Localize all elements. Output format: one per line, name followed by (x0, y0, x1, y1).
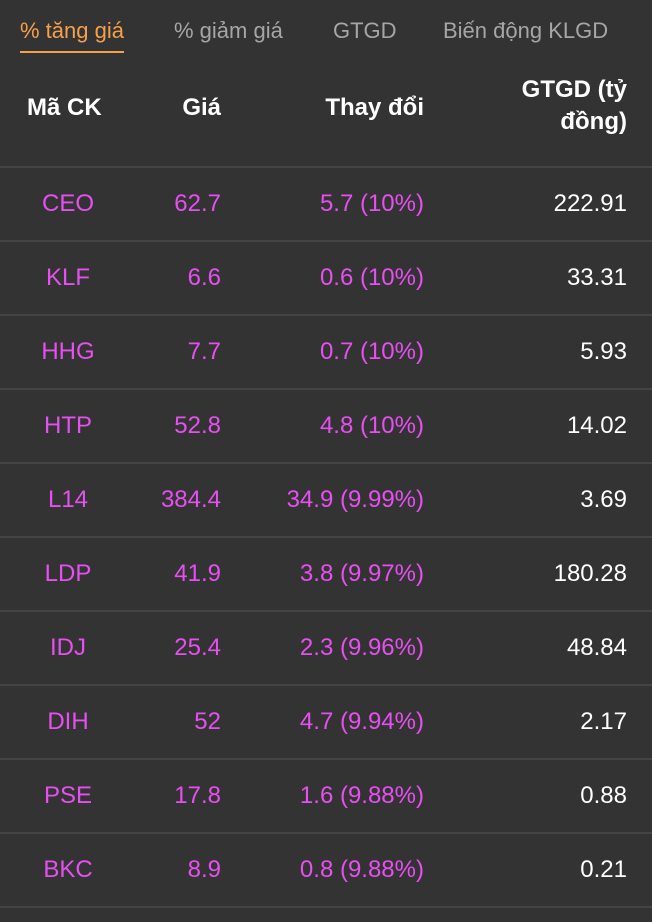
stock-change: 0.6 (10%) (319, 264, 424, 291)
table-row[interactable]: L14 384.4 34.9 (9.99%) 3.69 (0, 464, 652, 538)
stock-price: 41.9 (174, 560, 221, 587)
stock-trading-value: 5.93 (580, 338, 627, 365)
table-row[interactable]: KLF 6.6 0.6 (10%) 33.31 (0, 242, 652, 316)
stock-price: 17.8 (174, 782, 221, 809)
stock-trading-value: 14.02 (566, 412, 627, 439)
stock-trading-value: 0.88 (580, 782, 627, 809)
tab-label: Biến động KLGD (443, 18, 609, 43)
stock-code[interactable]: KLF (45, 264, 90, 291)
stock-trading-value: 3.69 (580, 486, 627, 513)
tab-percent-increase[interactable]: % tăng giá (20, 18, 124, 53)
table-header: Mã CK Giá Thay đổi GTGD (tỷ đồng) (0, 60, 652, 168)
stock-price: 62.7 (174, 190, 221, 217)
header-code: Mã CK (27, 94, 102, 121)
table-row[interactable]: CEO 62.7 5.7 (10%) 222.91 (0, 168, 652, 242)
active-tab-underline (20, 51, 124, 53)
stock-code[interactable]: LDP (44, 560, 92, 587)
stock-code[interactable]: HTP (44, 412, 92, 439)
stock-code[interactable]: PSE (43, 782, 93, 809)
stock-code[interactable]: L14 (47, 486, 89, 513)
tab-label: GTGD (333, 18, 397, 43)
stock-code[interactable]: HHG (41, 338, 95, 365)
stock-trading-value: 0.21 (580, 856, 627, 883)
stock-price: 8.9 (187, 856, 221, 883)
stock-table-body: CEO 62.7 5.7 (10%) 222.91 KLF 6.6 0.6 (1… (0, 168, 652, 908)
tab-trading-value[interactable]: GTGD (333, 18, 397, 44)
stock-trading-value: 222.91 (553, 190, 627, 217)
stock-price: 384.4 (160, 486, 221, 513)
stock-price: 52 (194, 708, 221, 735)
table-row[interactable]: HHG 7.7 0.7 (10%) 5.93 (0, 316, 652, 390)
tab-bar: % tăng giá % giảm giá GTGD Biến động KLG… (0, 0, 652, 60)
stock-code[interactable]: DIH (47, 708, 89, 735)
table-row[interactable]: HTP 52.8 4.8 (10%) 14.02 (0, 390, 652, 464)
tab-label: % tăng giá (20, 18, 124, 43)
tab-percent-decrease[interactable]: % giảm giá (174, 18, 283, 44)
stock-change: 1.6 (9.88%) (299, 782, 424, 809)
stock-change: 0.7 (10%) (319, 338, 424, 365)
stock-change: 3.8 (9.97%) (299, 560, 424, 587)
stock-code[interactable]: IDJ (50, 634, 86, 661)
stock-code[interactable]: CEO (41, 190, 94, 217)
stock-change: 2.3 (9.96%) (299, 634, 424, 661)
stock-change: 5.7 (10%) (319, 190, 424, 217)
stock-change: 34.9 (9.99%) (286, 486, 424, 513)
table-row[interactable]: BKC 8.9 0.8 (9.88%) 0.21 (0, 834, 652, 908)
stock-price: 6.6 (187, 264, 221, 291)
header-price: Giá (182, 94, 221, 121)
stock-trading-value: 2.17 (580, 708, 627, 735)
stock-code[interactable]: BKC (43, 856, 93, 883)
stock-price: 25.4 (174, 634, 221, 661)
stock-trading-value: 48.84 (566, 634, 627, 661)
stock-change: 0.8 (9.88%) (299, 856, 424, 883)
header-trading-value: GTGD (tỷ đồng) (521, 76, 627, 135)
header-change: Thay đổi (325, 94, 424, 121)
tab-volume-change[interactable]: Biến động KLGD (443, 18, 608, 44)
stock-trading-value: 180.28 (553, 560, 627, 587)
stock-change: 4.8 (10%) (319, 412, 424, 439)
table-row[interactable]: IDJ 25.4 2.3 (9.96%) 48.84 (0, 612, 652, 686)
stock-price: 52.8 (174, 412, 221, 439)
table-row[interactable]: DIH 52 4.7 (9.94%) 2.17 (0, 686, 652, 760)
stock-price: 7.7 (187, 338, 221, 365)
stock-change: 4.7 (9.94%) (299, 708, 424, 735)
table-row[interactable]: LDP 41.9 3.8 (9.97%) 180.28 (0, 538, 652, 612)
stock-trading-value: 33.31 (566, 264, 627, 291)
tab-label: % giảm giá (174, 18, 283, 43)
table-row[interactable]: PSE 17.8 1.6 (9.88%) 0.88 (0, 760, 652, 834)
